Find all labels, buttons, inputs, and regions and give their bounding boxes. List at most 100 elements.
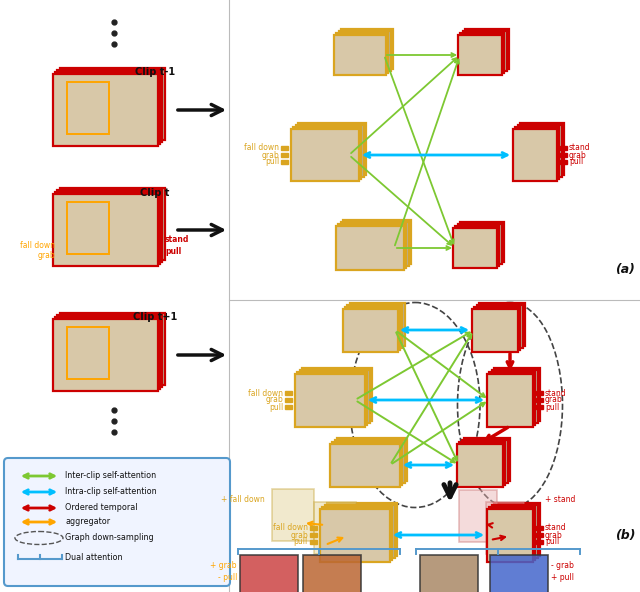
Bar — [67, 82, 109, 134]
FancyBboxPatch shape — [350, 303, 405, 346]
FancyBboxPatch shape — [298, 372, 367, 424]
FancyBboxPatch shape — [487, 509, 533, 561]
FancyBboxPatch shape — [520, 123, 564, 175]
FancyBboxPatch shape — [513, 129, 557, 181]
FancyBboxPatch shape — [518, 125, 562, 177]
Bar — [560, 160, 567, 164]
FancyBboxPatch shape — [465, 437, 510, 481]
FancyBboxPatch shape — [325, 504, 395, 558]
Bar — [310, 533, 317, 537]
Text: grab: grab — [37, 250, 55, 259]
Text: Clip t-1: Clip t-1 — [135, 67, 175, 77]
FancyBboxPatch shape — [332, 442, 403, 485]
FancyBboxPatch shape — [327, 503, 397, 556]
FancyBboxPatch shape — [337, 437, 407, 481]
FancyBboxPatch shape — [272, 489, 314, 541]
FancyBboxPatch shape — [453, 228, 497, 268]
Text: + pull: + pull — [551, 572, 574, 581]
Text: stand: stand — [569, 143, 591, 153]
Bar — [310, 526, 317, 530]
Text: grab: grab — [265, 395, 283, 404]
FancyBboxPatch shape — [341, 29, 394, 69]
FancyBboxPatch shape — [420, 555, 478, 592]
Text: + grab: + grab — [211, 561, 237, 570]
Text: grab: grab — [291, 530, 308, 539]
FancyBboxPatch shape — [55, 192, 160, 264]
FancyBboxPatch shape — [456, 226, 499, 266]
Bar — [310, 540, 317, 543]
FancyBboxPatch shape — [515, 127, 559, 179]
FancyBboxPatch shape — [296, 125, 364, 177]
FancyBboxPatch shape — [486, 502, 524, 554]
FancyBboxPatch shape — [345, 307, 400, 349]
Text: pull: pull — [294, 538, 308, 546]
Bar — [281, 153, 288, 157]
FancyBboxPatch shape — [343, 220, 412, 264]
FancyBboxPatch shape — [60, 188, 165, 260]
Bar — [285, 391, 292, 395]
FancyBboxPatch shape — [314, 502, 356, 554]
FancyBboxPatch shape — [330, 443, 400, 487]
Text: grab: grab — [261, 150, 279, 159]
FancyBboxPatch shape — [337, 33, 388, 73]
FancyBboxPatch shape — [320, 509, 390, 561]
Bar — [67, 202, 109, 254]
Bar — [536, 526, 543, 530]
Bar — [536, 533, 543, 537]
Text: grab: grab — [545, 395, 563, 404]
FancyBboxPatch shape — [458, 224, 502, 264]
FancyBboxPatch shape — [60, 68, 165, 140]
Text: fall down: fall down — [273, 523, 308, 532]
FancyBboxPatch shape — [339, 31, 391, 71]
Text: stand: stand — [545, 523, 566, 532]
Text: stand: stand — [545, 388, 566, 397]
FancyBboxPatch shape — [302, 368, 372, 421]
Text: fall down: fall down — [248, 388, 283, 397]
FancyBboxPatch shape — [458, 35, 502, 75]
Text: pull: pull — [569, 157, 583, 166]
Text: Ordered temporal: Ordered temporal — [65, 504, 138, 513]
FancyBboxPatch shape — [479, 303, 525, 346]
Bar — [281, 146, 288, 150]
Text: pull: pull — [545, 538, 559, 546]
Text: Clip t: Clip t — [140, 188, 170, 198]
FancyBboxPatch shape — [240, 555, 298, 592]
FancyBboxPatch shape — [300, 369, 370, 423]
Bar — [536, 540, 543, 543]
Bar — [285, 406, 292, 408]
FancyBboxPatch shape — [490, 507, 536, 559]
FancyBboxPatch shape — [58, 70, 163, 142]
FancyBboxPatch shape — [52, 194, 157, 266]
FancyBboxPatch shape — [55, 317, 160, 389]
Text: pull: pull — [545, 403, 559, 411]
Text: fall down: fall down — [244, 143, 279, 153]
Bar — [285, 398, 292, 402]
FancyBboxPatch shape — [462, 440, 508, 482]
FancyBboxPatch shape — [477, 305, 523, 348]
Text: Inter-clip self-attention: Inter-clip self-attention — [65, 471, 156, 481]
FancyBboxPatch shape — [60, 313, 165, 385]
FancyBboxPatch shape — [465, 29, 509, 69]
Text: grab: grab — [569, 150, 587, 159]
Bar — [560, 146, 567, 150]
Text: - grab: - grab — [551, 561, 574, 570]
FancyBboxPatch shape — [459, 490, 497, 542]
FancyBboxPatch shape — [472, 308, 518, 352]
Text: (b): (b) — [615, 529, 636, 542]
FancyBboxPatch shape — [460, 222, 504, 262]
Text: stand: stand — [165, 236, 189, 244]
Text: + fall down: + fall down — [221, 494, 265, 504]
FancyBboxPatch shape — [463, 31, 507, 71]
FancyBboxPatch shape — [336, 226, 404, 270]
FancyBboxPatch shape — [52, 319, 157, 391]
FancyBboxPatch shape — [487, 374, 533, 426]
Bar — [536, 398, 543, 402]
FancyBboxPatch shape — [295, 374, 365, 426]
FancyBboxPatch shape — [323, 507, 392, 559]
FancyBboxPatch shape — [291, 129, 359, 181]
Bar — [560, 153, 567, 157]
Text: pull: pull — [265, 157, 279, 166]
FancyBboxPatch shape — [335, 440, 405, 482]
Text: + stand: + stand — [545, 496, 575, 504]
Text: pull: pull — [269, 403, 283, 411]
